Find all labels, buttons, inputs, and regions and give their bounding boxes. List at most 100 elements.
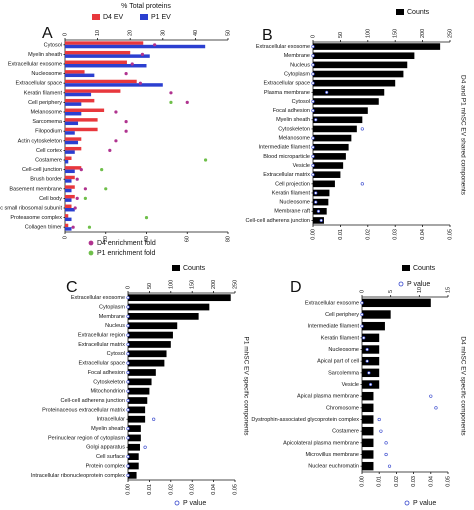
category-label: Extracellular space: [16, 81, 62, 87]
legend-swatch: [404, 500, 410, 506]
category-label: Dystrophin-associated glycoprotein compl…: [251, 417, 359, 423]
point: [311, 81, 315, 85]
bar: [362, 345, 380, 354]
point: [126, 408, 130, 412]
bar: [313, 116, 363, 124]
point: [140, 52, 145, 57]
panel-letter: C: [66, 279, 78, 296]
point: [384, 441, 388, 445]
bottom-tick-label: 0.02: [394, 476, 400, 487]
bar: [362, 415, 374, 424]
legend-label: P1 EV: [151, 14, 171, 21]
point: [143, 445, 147, 449]
bar: [362, 310, 391, 319]
category-label: Brush border: [30, 177, 62, 183]
bar: [65, 208, 75, 212]
top-tick-label: 15: [445, 287, 451, 293]
legend-swatch: [88, 250, 94, 256]
point: [311, 109, 315, 113]
category-label: Membrane raft: [274, 209, 310, 215]
bottom-tick-label: 40: [144, 236, 150, 242]
category-label: Vesicle: [293, 163, 310, 169]
bar: [65, 204, 72, 208]
point: [185, 100, 189, 104]
point: [83, 187, 87, 191]
point: [311, 63, 315, 67]
legend-label: Counts: [413, 265, 436, 272]
bar: [313, 89, 385, 96]
bar: [128, 303, 210, 311]
bottom-tick-label: 20: [103, 236, 109, 242]
category-label: Costamere: [35, 157, 62, 163]
category-label: Cell periphery: [28, 100, 62, 106]
bar: [65, 131, 75, 135]
point: [126, 370, 130, 375]
category-label: Costamere: [332, 429, 359, 435]
category-label: Extracellular matrix: [263, 172, 310, 178]
bar: [65, 50, 131, 55]
bottom-tick-label: 80: [225, 236, 231, 242]
category-label: Intermediate filament: [259, 145, 311, 151]
point: [314, 118, 318, 122]
category-label: Keratin filament: [24, 90, 63, 96]
point: [360, 312, 364, 317]
point: [126, 324, 130, 328]
point: [311, 136, 315, 140]
category-label: Nucleus: [105, 323, 125, 329]
bar: [128, 397, 148, 404]
bar: [65, 194, 75, 199]
category-label: Intermediate filament: [308, 324, 360, 330]
bar: [65, 79, 137, 84]
top-tick-label: 0: [359, 290, 365, 293]
bottom-tick-label: 0.05: [445, 476, 451, 487]
point: [314, 200, 318, 204]
point: [311, 145, 315, 149]
point: [126, 296, 130, 300]
top-tick-label: 100: [168, 280, 174, 289]
panel-letter: B: [262, 27, 273, 44]
bar: [362, 450, 374, 459]
category-label: Cell projection: [275, 181, 310, 187]
point: [365, 347, 369, 352]
bottom-tick-label: 0.02: [168, 484, 174, 495]
category-label: Focal adhesion: [88, 370, 125, 376]
point: [325, 90, 329, 94]
bar: [362, 368, 380, 378]
top-tick-label: 30: [160, 30, 166, 36]
bar: [65, 118, 98, 122]
bar: [128, 443, 140, 451]
bar: [128, 350, 167, 358]
legend-swatch: [88, 240, 94, 246]
bar: [65, 112, 82, 116]
bar: [313, 153, 346, 160]
category-label: Proteinaceous extracellular matrix: [42, 407, 125, 413]
legend-swatch: [174, 500, 180, 506]
top-tick-label: 5: [388, 290, 394, 293]
bar: [128, 378, 152, 386]
point: [79, 168, 83, 172]
legend-swatch: [172, 265, 180, 271]
top-tick-label: 10: [95, 30, 101, 36]
bar: [313, 52, 415, 60]
category-label: Focal adhesion: [273, 108, 310, 114]
legend-label: D4 enrichment fold: [97, 240, 156, 247]
point: [434, 406, 438, 410]
bar: [362, 403, 374, 413]
point: [130, 62, 134, 66]
category-label: Membrane: [284, 53, 310, 59]
top-tick-label: 200: [420, 29, 426, 38]
category-label: Blood microparticle: [263, 154, 310, 160]
point: [138, 81, 142, 85]
bar: [65, 179, 72, 183]
bar: [128, 331, 173, 339]
bar: [65, 102, 82, 106]
category-label: Extracellular exosome: [305, 300, 359, 306]
point: [362, 336, 366, 340]
category-label: Keratin filament: [321, 335, 360, 341]
point: [126, 473, 130, 477]
category-label: Cell periphery: [325, 312, 359, 318]
side-label: D4 and P1 mhSC EV shared components: [459, 75, 466, 196]
point: [387, 464, 392, 468]
legend-label: P1 enrichment fold: [97, 250, 155, 257]
top-tick-label: 20: [128, 30, 134, 36]
